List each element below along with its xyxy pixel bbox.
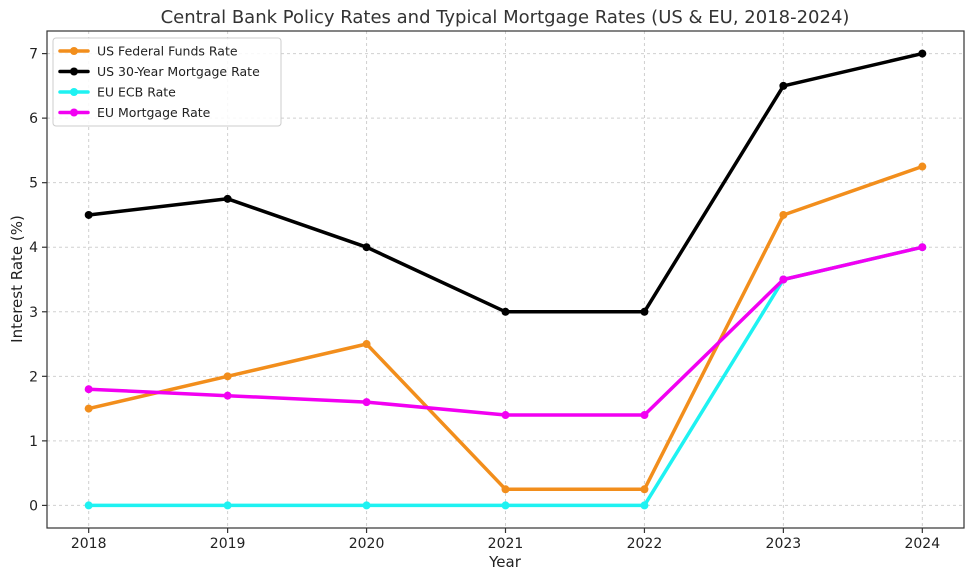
x-tick-label: 2024 <box>904 536 940 552</box>
y-tick-label: 5 <box>29 176 38 192</box>
legend-swatch-marker <box>70 47 78 55</box>
data-point <box>779 275 788 284</box>
x-axis-label: Year <box>488 553 522 571</box>
legend-swatch-marker <box>70 67 78 76</box>
data-point <box>640 485 649 494</box>
legend-label: EU Mortgage Rate <box>97 105 211 120</box>
data-point <box>84 210 93 219</box>
data-point <box>362 501 371 510</box>
legend-swatch-marker <box>70 108 78 117</box>
y-tick-label: 1 <box>29 434 38 450</box>
data-point <box>362 243 371 252</box>
data-point <box>501 411 510 420</box>
legend-item: US Federal Funds Rate <box>58 44 238 59</box>
data-point <box>362 398 371 407</box>
y-tick-label: 4 <box>29 240 38 256</box>
x-tick-label: 2019 <box>210 536 246 552</box>
legend-swatch-marker <box>70 88 78 96</box>
data-point <box>362 340 371 349</box>
x-axis: 2018 2019 2020 2021 2022 2023 2024 <box>71 528 940 552</box>
legend-label: EU ECB Rate <box>97 85 176 100</box>
chart-title: Central Bank Policy Rates and Typical Mo… <box>161 7 850 28</box>
data-point <box>918 49 927 58</box>
y-axis-label: Interest Rate (%) <box>8 215 26 343</box>
series-us-30-year-mortgage-rate <box>84 49 927 316</box>
legend-item: EU Mortgage Rate <box>58 105 211 120</box>
y-tick-label: 3 <box>29 305 38 321</box>
data-point <box>918 243 927 252</box>
legend: US Federal Funds Rate US 30-Year Mortgage… <box>52 37 282 127</box>
data-point <box>640 307 649 316</box>
legend-box <box>52 37 282 127</box>
data-point <box>84 404 93 413</box>
data-point <box>223 501 232 510</box>
data-point <box>779 210 788 219</box>
legend-item: US 30-Year Mortgage Rate <box>58 64 260 79</box>
data-point <box>84 501 93 510</box>
data-point <box>223 372 232 381</box>
y-tick-label: 0 <box>29 498 38 514</box>
data-point <box>223 391 232 400</box>
data-point <box>918 162 927 171</box>
y-tick-label: 2 <box>29 369 38 385</box>
data-point <box>640 501 649 510</box>
legend-label: US 30-Year Mortgage Rate <box>97 64 260 79</box>
data-point <box>501 307 510 316</box>
data-point <box>84 385 93 394</box>
series-layer <box>84 49 927 510</box>
series-us-federal-funds-rate <box>84 162 927 494</box>
x-tick-label: 2023 <box>766 536 802 552</box>
data-point <box>779 81 788 90</box>
legend-label: US Federal Funds Rate <box>97 44 238 59</box>
y-tick-label: 6 <box>29 111 38 127</box>
data-point <box>501 501 510 510</box>
legend-item: EU ECB Rate <box>58 85 176 100</box>
data-point <box>501 485 510 494</box>
y-tick-label: 7 <box>29 47 38 63</box>
data-point <box>640 411 649 420</box>
x-tick-label: 2021 <box>488 536 524 552</box>
data-point <box>223 194 232 203</box>
y-axis: 0 1 2 3 4 5 6 7 <box>29 47 47 514</box>
x-tick-label: 2022 <box>627 536 663 552</box>
x-tick-label: 2018 <box>71 536 107 552</box>
x-tick-label: 2020 <box>349 536 385 552</box>
series-eu-mortgage-rate <box>84 243 927 420</box>
